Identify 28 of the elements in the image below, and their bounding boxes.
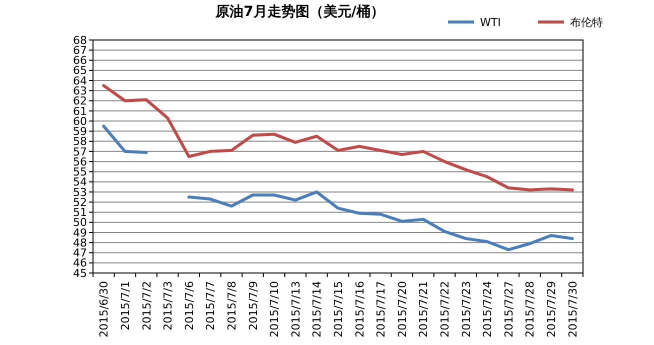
- x-tick-label: 2015/7/8: [225, 281, 238, 330]
- x-tick-label: 2015/7/23: [460, 281, 473, 338]
- x-tick-label: 2015/7/17: [374, 281, 388, 338]
- x-tick-label: 2015/7/24: [481, 281, 494, 338]
- x-tick-label: 2015/7/16: [353, 281, 366, 338]
- x-tick-label: 2015/7/22: [438, 281, 452, 338]
- x-tick-label: 2015/7/28: [524, 281, 537, 338]
- line-series: [102, 84, 574, 192]
- x-tick-label: 2015/7/7: [204, 281, 218, 330]
- chart-title: 原油7月走势图（美元/桶）: [214, 3, 384, 20]
- x-tick-label: 2015/7/9: [246, 281, 260, 330]
- x-tick-label: 2015/6/30: [98, 281, 111, 338]
- x-tick-label: 2015/7/3: [162, 281, 175, 330]
- x-tick-label: 2015/7/13: [289, 281, 302, 338]
- x-tick-label: 2015/7/29: [545, 281, 558, 338]
- legend-label: 布伦特: [570, 16, 603, 29]
- x-tick-label: 2015/7/1: [118, 281, 132, 330]
- x-tick-label: 2015/7/6: [182, 281, 196, 330]
- x-tick-label: 2015/7/14: [310, 281, 324, 338]
- x-tick-label: 2015/7/15: [332, 281, 345, 338]
- x-tick-label: 2015/7/10: [268, 281, 282, 338]
- y-tick-label: 63: [73, 84, 87, 98]
- x-tick-label: 2015/7/27: [502, 281, 516, 338]
- x-tick-label: 2015/7/30: [566, 281, 580, 338]
- x-tick-label: 2015/7/2: [140, 281, 154, 330]
- x-tick-label: 2015/7/21: [417, 281, 430, 338]
- legend-label: WTI: [480, 16, 501, 29]
- x-tick-label: 2015/7/20: [396, 281, 409, 338]
